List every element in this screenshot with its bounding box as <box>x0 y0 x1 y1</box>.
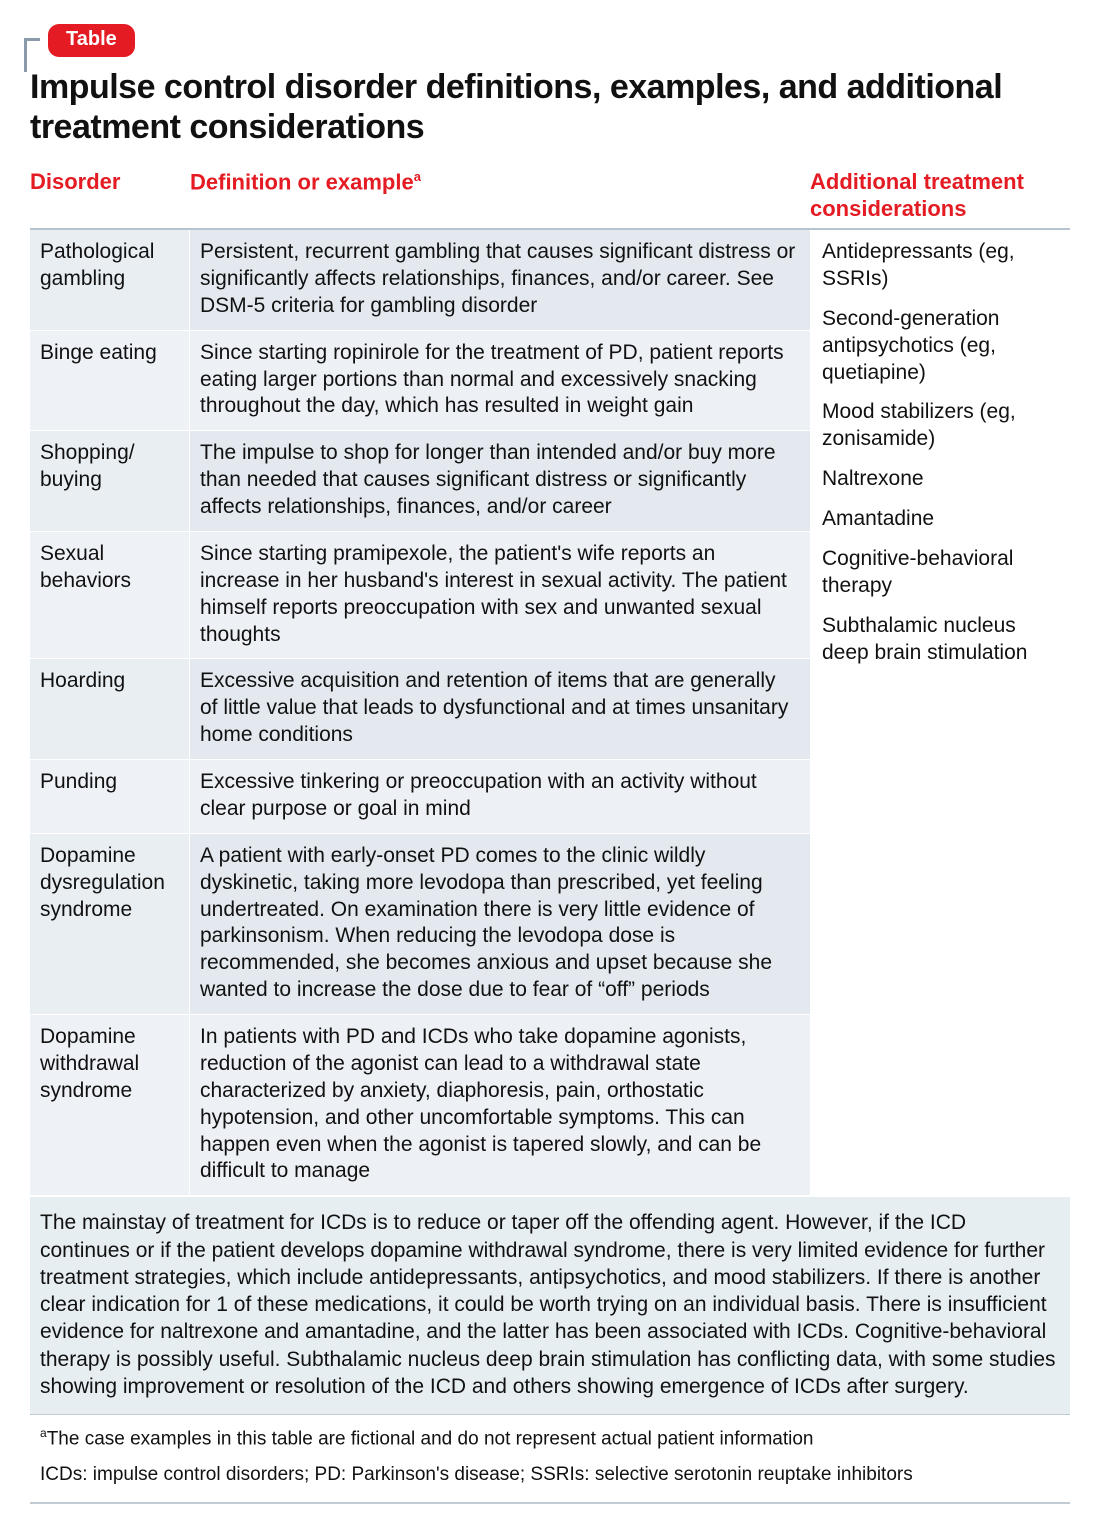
table-row: Shopping/ buying The impulse to shop for… <box>30 431 810 532</box>
disorder-cell: Punding <box>30 760 190 833</box>
disorder-cell: Dopamine withdrawal syndrome <box>30 1015 190 1195</box>
corner-bracket-icon <box>24 38 40 72</box>
table-title: Impulse control disorder definitions, ex… <box>30 67 1070 147</box>
treatment-item: Cognitive-behavioral therapy <box>822 546 1064 600</box>
definition-cell: Excessive acquisition and retention of i… <box>190 659 810 759</box>
badge-row: Table <box>30 24 1070 57</box>
definition-cell: The impulse to shop for longer than inte… <box>190 431 810 531</box>
treatment-item: Mood stabilizers (eg, zonisamide) <box>822 399 1064 453</box>
disorder-cell: Dopamine dysregulation syndrome <box>30 834 190 1014</box>
table-row: Hoarding Excessive acquisition and reten… <box>30 659 810 760</box>
definition-cell: Since starting ropinirole for the treatm… <box>190 331 810 431</box>
treatment-item: Subthalamic nucleus deep brain stimulati… <box>822 613 1064 667</box>
disorder-rows: Pathological gambling Persistent, recurr… <box>30 230 810 1196</box>
definition-cell: A patient with early-onset PD comes to t… <box>190 834 810 1014</box>
definition-cell: Since starting pramipexole, the patient'… <box>190 532 810 659</box>
treatment-item: Antidepressants (eg, SSRIs) <box>822 239 1064 293</box>
definition-cell: Persistent, recurrent gambling that caus… <box>190 230 810 330</box>
disorder-cell: Pathological gambling <box>30 230 190 330</box>
table-badge: Table <box>48 24 135 57</box>
treatment-item: Amantadine <box>822 506 1064 533</box>
disorder-cell: Sexual behaviors <box>30 532 190 659</box>
table-container: Table Impulse control disorder definitio… <box>0 0 1100 1532</box>
treatment-column: Antidepressants (eg, SSRIs) Second-gener… <box>810 230 1070 1196</box>
disorder-cell: Hoarding <box>30 659 190 759</box>
footnote-sup: a <box>40 1426 47 1440</box>
definition-cell: In patients with PD and ICDs who take do… <box>190 1015 810 1195</box>
header-definition: Definition or examplea <box>190 169 810 222</box>
header-definition-sup: a <box>414 169 421 184</box>
header-row: Disorder Definition or examplea Addition… <box>30 169 1070 230</box>
table-row: Punding Excessive tinkering or preoccupa… <box>30 760 810 834</box>
table-row: Dopamine dysregulation syndrome A patien… <box>30 834 810 1015</box>
header-treatment: Additional treatment considerations <box>810 169 1070 222</box>
treatment-note: The mainstay of treatment for ICDs is to… <box>30 1196 1070 1414</box>
treatment-item: Naltrexone <box>822 466 1064 493</box>
header-definition-text: Definition or example <box>190 170 414 195</box>
disorder-cell: Shopping/ buying <box>30 431 190 531</box>
abbreviations: ICDs: impulse control disorders; PD: Par… <box>30 1458 1070 1502</box>
table: Disorder Definition or examplea Addition… <box>30 169 1070 1504</box>
disorder-cell: Binge eating <box>30 331 190 431</box>
definition-cell: Excessive tinkering or preoccupation wit… <box>190 760 810 833</box>
header-disorder: Disorder <box>30 169 190 222</box>
footnote: aThe case examples in this table are fic… <box>30 1414 1070 1458</box>
table-body: Pathological gambling Persistent, recurr… <box>30 230 1070 1196</box>
table-row: Pathological gambling Persistent, recurr… <box>30 230 810 331</box>
table-row: Sexual behaviors Since starting pramipex… <box>30 532 810 660</box>
table-row: Dopamine withdrawal syndrome In patients… <box>30 1015 810 1196</box>
footnote-text: The case examples in this table are fict… <box>47 1429 814 1450</box>
table-row: Binge eating Since starting ropinirole f… <box>30 331 810 432</box>
treatment-item: Second-generation antipsychotics (eg, qu… <box>822 306 1064 387</box>
